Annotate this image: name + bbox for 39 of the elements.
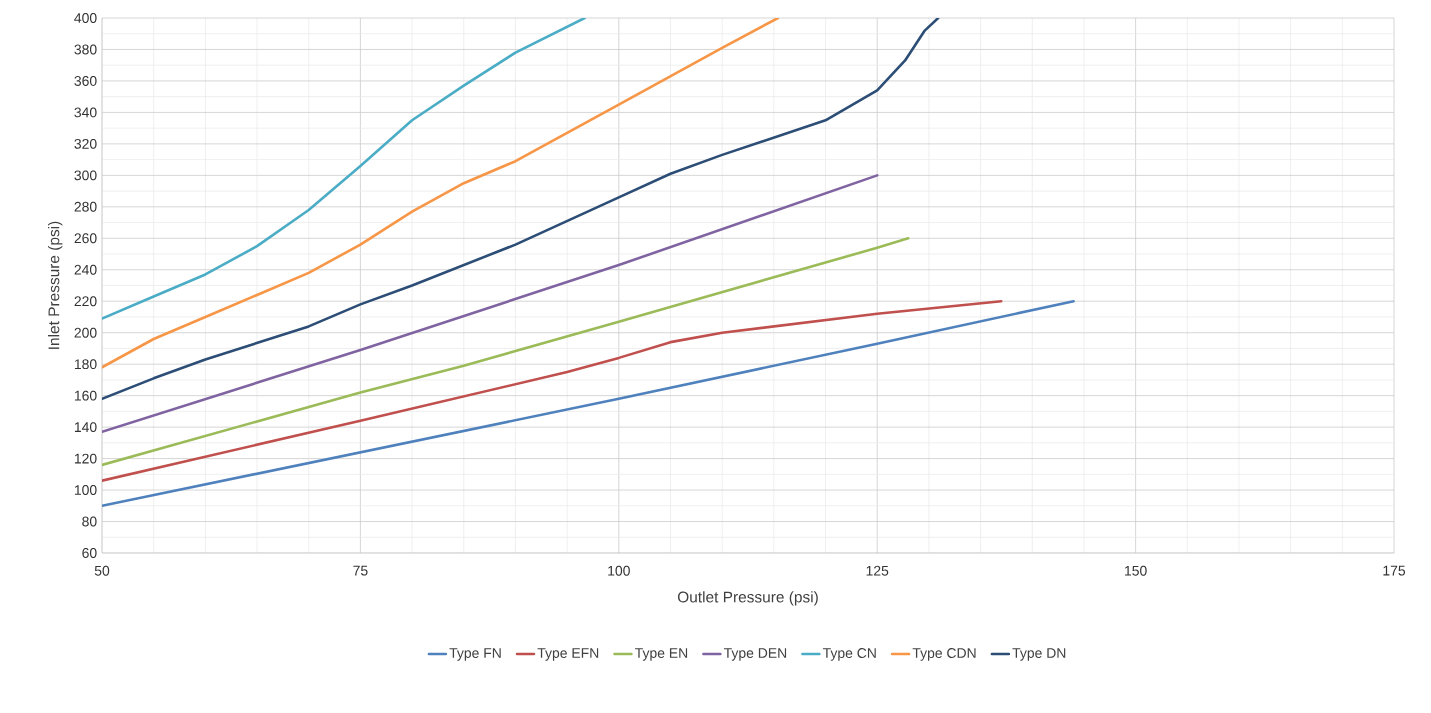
line-series	[102, 18, 586, 320]
line-series	[102, 18, 940, 401]
legend-label: Type CDN	[912, 648, 976, 661]
line-series	[102, 174, 879, 434]
y-tick-label: 320	[74, 138, 97, 149]
y-tick-label: 180	[74, 359, 97, 370]
y-tick-label: 340	[74, 107, 97, 118]
x-tick-label: 100	[608, 565, 630, 576]
x-axis-title: Outlet Pressure (psi)	[677, 591, 818, 606]
x-tick-label: 50	[94, 565, 110, 576]
legend-label: Type EN	[635, 648, 688, 661]
line-series	[102, 236, 910, 467]
x-tick-label: 150	[1125, 565, 1147, 576]
legend-label: Type CN	[822, 648, 876, 661]
line-series	[102, 18, 780, 369]
y-tick-label: 300	[74, 170, 97, 181]
y-tick-label: 120	[74, 453, 97, 464]
y-tick-label: 260	[74, 233, 97, 244]
legend-label: Type FN	[449, 648, 501, 661]
y-tick-label: 140	[74, 422, 97, 433]
x-tick-label: 125	[866, 565, 889, 576]
y-tick-label: 400	[74, 13, 97, 23]
y-tick-label: 240	[74, 264, 97, 275]
y-tick-label: 60	[82, 548, 97, 558]
y-axis-title: Inlet Pressure (psi)	[48, 221, 63, 349]
y-tick-label: 100	[74, 485, 97, 495]
y-tick-label: 360	[74, 75, 97, 86]
y-tick-label: 200	[74, 327, 97, 338]
x-tick-label: 175	[1383, 565, 1406, 576]
y-tick-label: 160	[74, 390, 97, 401]
legend-label: Type DN	[1012, 648, 1066, 661]
y-tick-label: 280	[74, 201, 97, 212]
line-series	[102, 299, 1003, 482]
x-tick-label: 75	[353, 565, 368, 576]
y-tick-label: 220	[74, 296, 97, 307]
legend-label: Type EFN	[537, 648, 599, 661]
y-tick-label: 80	[82, 516, 97, 527]
legend-label: Type DEN	[723, 648, 787, 661]
y-tick-label: 380	[74, 44, 97, 55]
